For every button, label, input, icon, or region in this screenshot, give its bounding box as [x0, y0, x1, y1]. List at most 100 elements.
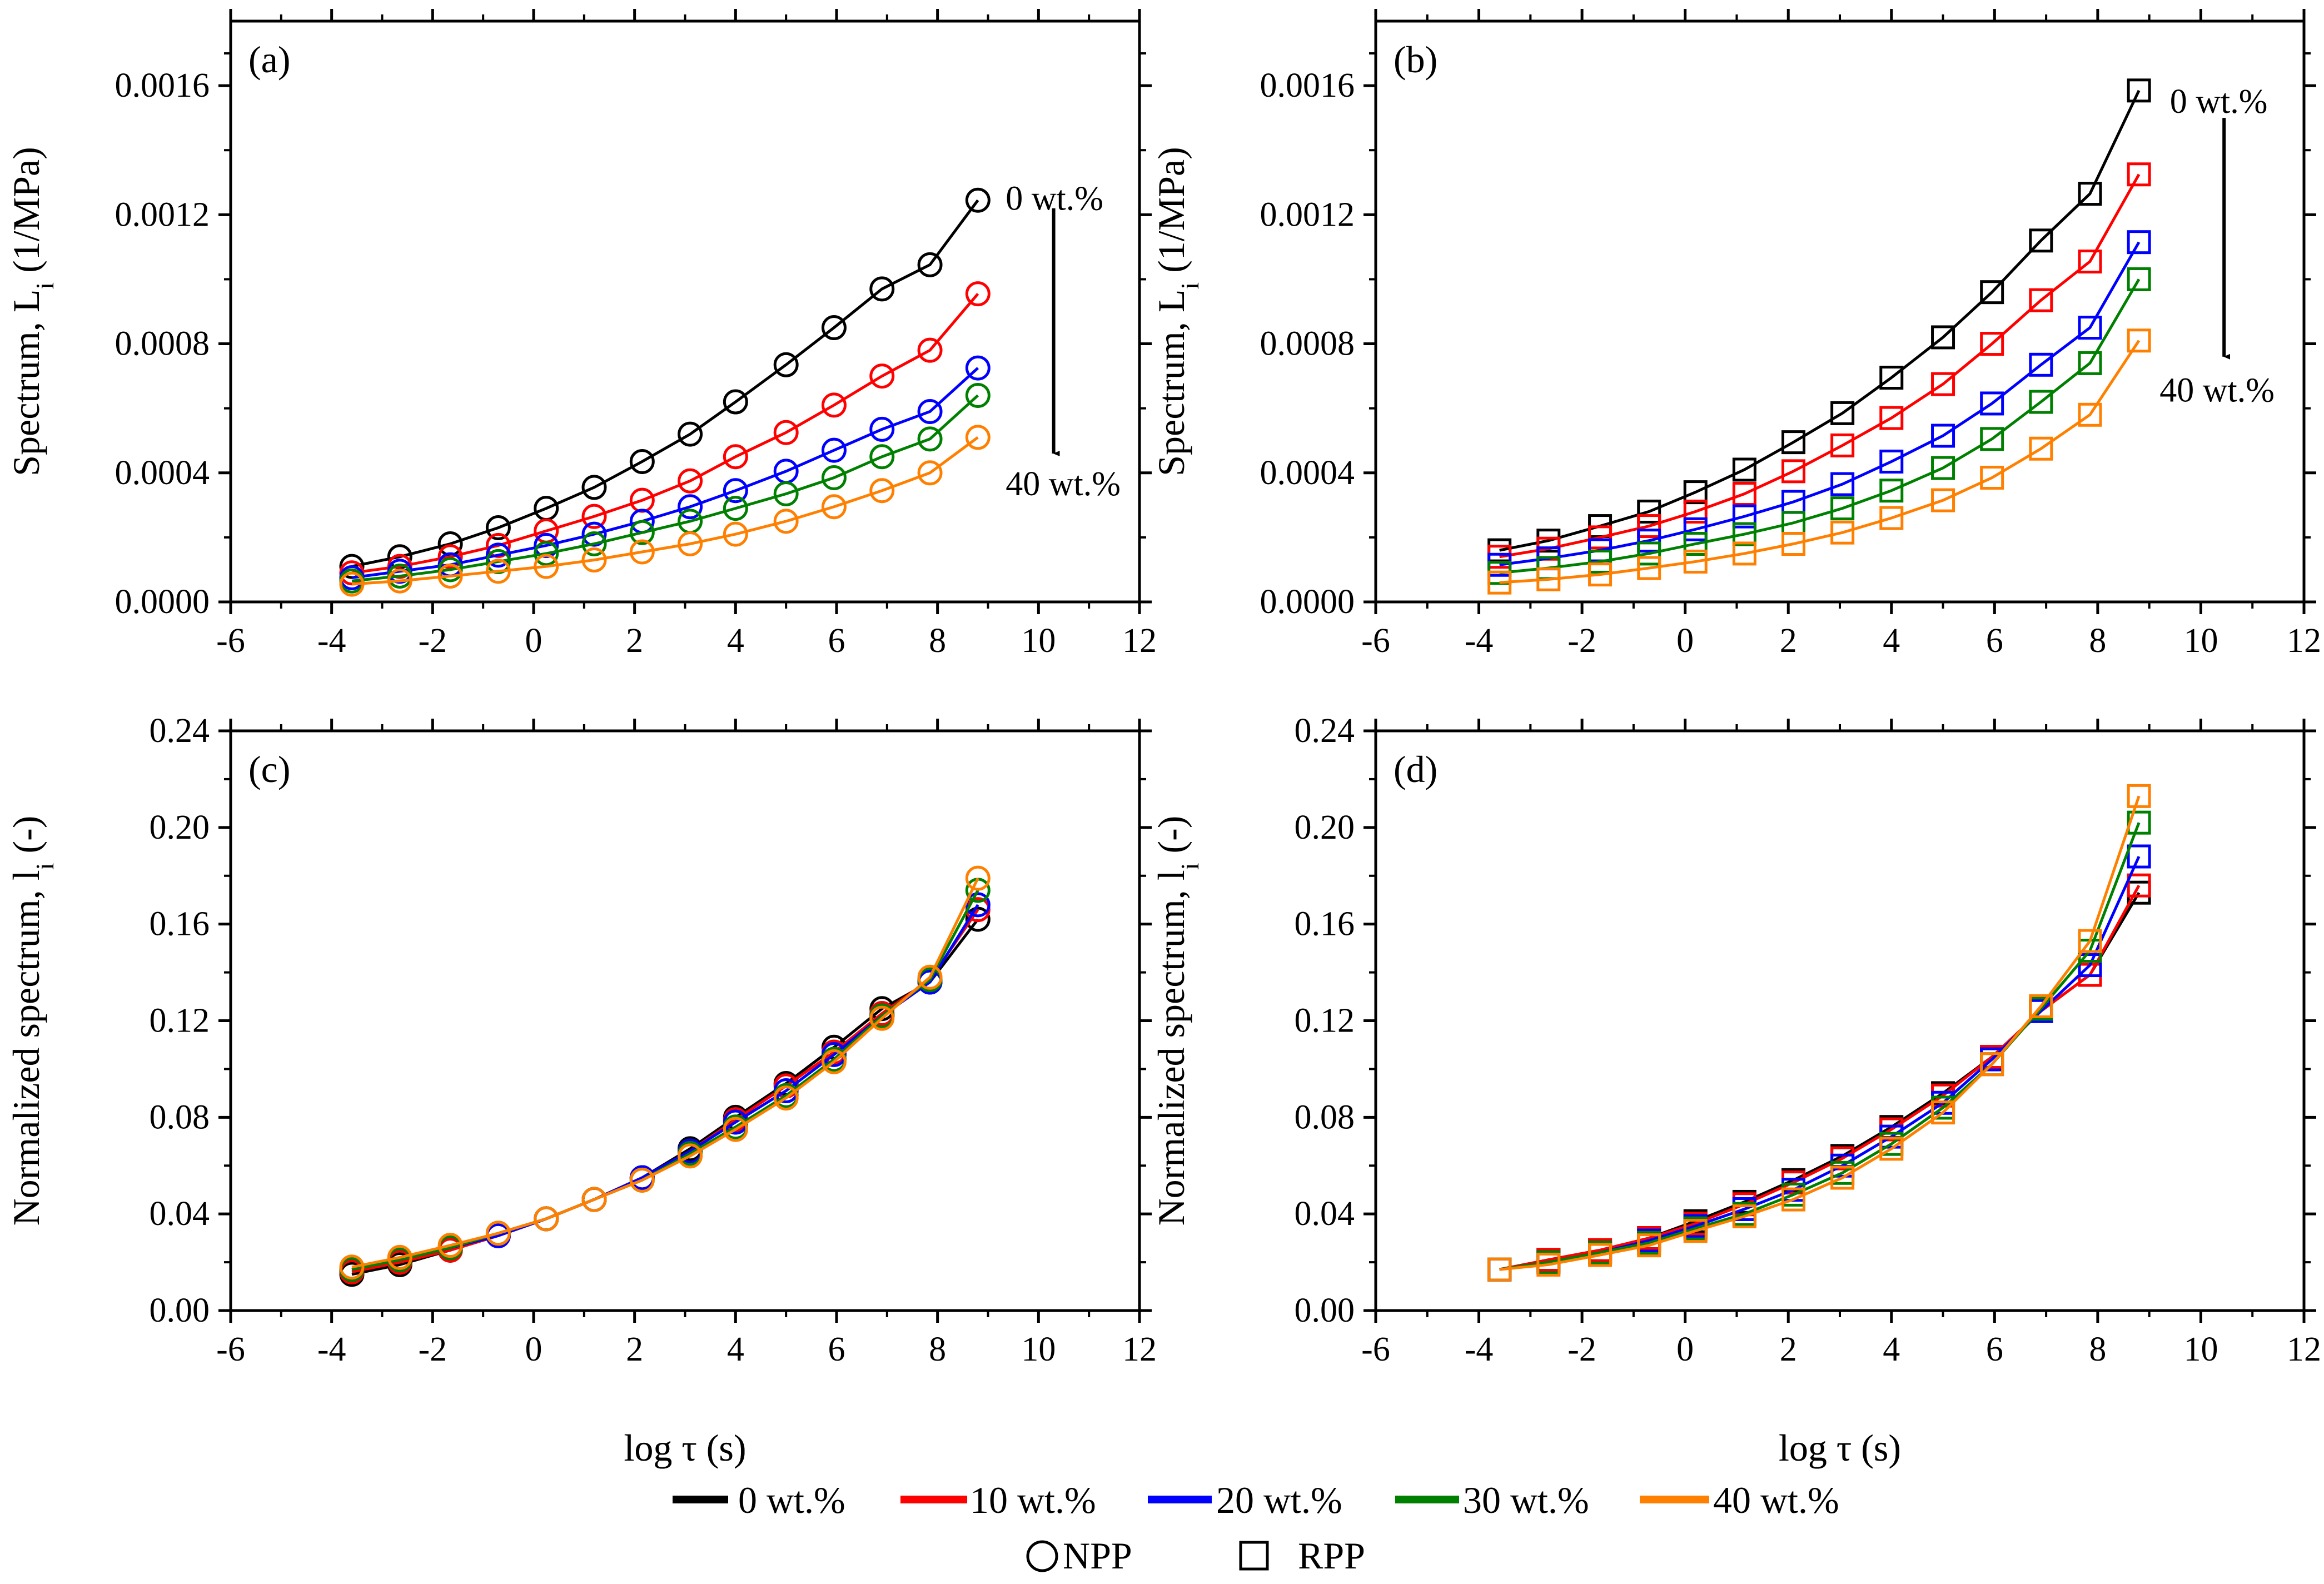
x-tick-label: 2	[626, 1331, 643, 1368]
series-line	[1499, 241, 2141, 566]
plot-frame	[229, 19, 1141, 604]
data-point	[917, 460, 943, 486]
x-tick-label: 10	[2183, 622, 2218, 660]
data-point	[965, 892, 991, 918]
x-tick-label: 4	[1883, 622, 1900, 660]
data-point	[2127, 810, 2151, 835]
data-point	[1683, 532, 1708, 556]
data-point	[678, 421, 703, 447]
series-line	[1499, 884, 2141, 1271]
data-point	[917, 964, 943, 990]
panel-0: -6 -4 -2 0 2 4 6 8 10 120.00000.00040.00080.00120…	[5, 9, 1157, 1469]
annotation-bottom: 40 wt.%	[2159, 372, 2275, 410]
legend-rpp-label: RPP	[1298, 1535, 1365, 1577]
data-point	[773, 509, 799, 534]
legend: 0 wt.% 10 wt.% 20 wt.% 30 wt.% 40 wt.% N…	[673, 1479, 1839, 1577]
data-point	[773, 420, 799, 445]
data-point	[1879, 449, 1904, 474]
series-0	[339, 906, 991, 1287]
data-point	[1588, 525, 1613, 550]
series-line	[1499, 855, 2141, 1271]
data-point	[1931, 325, 1955, 350]
series-1	[339, 897, 991, 1284]
x-axis-label: log τ (s)	[1779, 1427, 1901, 1469]
x-tick-label: -4	[1465, 1331, 1494, 1368]
data-point	[581, 531, 607, 556]
data-point	[629, 449, 655, 474]
data-point	[1588, 549, 1613, 574]
x-tick-label: 0	[525, 1331, 543, 1368]
panel-label: (c)	[248, 748, 290, 790]
y-tick-label: 0.0008	[1260, 325, 1355, 363]
data-point	[387, 544, 412, 570]
data-point	[2029, 994, 2053, 1018]
data-point	[1830, 401, 1855, 425]
data-point	[1931, 456, 1955, 480]
data-point	[1637, 529, 1661, 553]
data-point	[1781, 1187, 1805, 1212]
legend-npp-label: NPP	[1063, 1535, 1132, 1577]
y-tick-label: 0.08	[1295, 1098, 1355, 1136]
x-axis-label: log τ (s)	[624, 1427, 747, 1469]
x-tick-label: -6	[216, 1331, 245, 1368]
data-point	[1830, 1165, 1855, 1190]
data-point	[534, 554, 559, 579]
data-point	[2127, 844, 2151, 869]
x-tick-label: 8	[2089, 622, 2106, 660]
legend-label-1: 10 wt.%	[970, 1479, 1096, 1521]
data-point	[723, 478, 748, 504]
data-point	[723, 1117, 748, 1142]
data-point	[1732, 482, 1756, 506]
data-point	[678, 468, 703, 494]
series-3	[1487, 810, 2151, 1282]
data-point	[2029, 390, 2053, 414]
data-point	[821, 494, 847, 520]
y-tick-label: 0.12	[150, 1002, 210, 1040]
data-point	[2078, 316, 2102, 340]
series-line	[1499, 822, 2141, 1271]
data-point	[821, 1049, 847, 1074]
data-point	[2127, 873, 2151, 898]
data-point	[965, 382, 991, 408]
data-point	[678, 531, 703, 556]
data-point	[485, 1221, 511, 1246]
data-point	[2127, 267, 2151, 291]
data-point	[2078, 250, 2102, 274]
data-point	[2127, 230, 2151, 255]
x-tick-label: -4	[317, 622, 346, 660]
data-point	[965, 906, 991, 932]
data-point	[1781, 532, 1805, 556]
series-0	[1487, 880, 2151, 1282]
x-tick-label: 12	[2287, 622, 2321, 660]
y-axis-label: Spectrum, Li (1/MPa)	[5, 147, 59, 476]
legend-label-3: 30 wt.%	[1463, 1479, 1589, 1521]
data-point	[581, 1187, 607, 1212]
data-point	[1683, 549, 1708, 574]
data-point	[1637, 1233, 1661, 1258]
data-point	[965, 281, 991, 307]
y-tick-label: 0.0008	[115, 325, 210, 363]
x-tick-label: 6	[828, 1331, 845, 1368]
legend-label-4: 40 wt.%	[1713, 1479, 1839, 1521]
data-point	[1637, 499, 1661, 524]
y-tick-label: 0.0004	[115, 454, 210, 492]
series-line	[351, 199, 979, 568]
data-point	[773, 481, 799, 507]
data-point	[1830, 496, 1855, 521]
data-point	[1931, 424, 1955, 448]
x-tick-label: -6	[1361, 1331, 1390, 1368]
y-tick-label: 0.0000	[115, 583, 210, 621]
x-tick-label: 8	[2089, 1331, 2106, 1368]
panel-1: -6 -4 -2 0 2 4 6 8 10 120.00000.00040.00080.00120…	[1150, 9, 2321, 1469]
data-point	[1683, 1219, 1708, 1243]
data-point	[2078, 929, 2102, 953]
data-point	[1830, 472, 1855, 496]
data-point	[1637, 541, 1661, 566]
data-point	[629, 539, 655, 565]
data-point	[869, 1005, 895, 1031]
data-point	[1980, 465, 2004, 490]
data-point	[869, 363, 895, 389]
data-point	[387, 568, 412, 594]
data-point	[1980, 332, 2004, 356]
